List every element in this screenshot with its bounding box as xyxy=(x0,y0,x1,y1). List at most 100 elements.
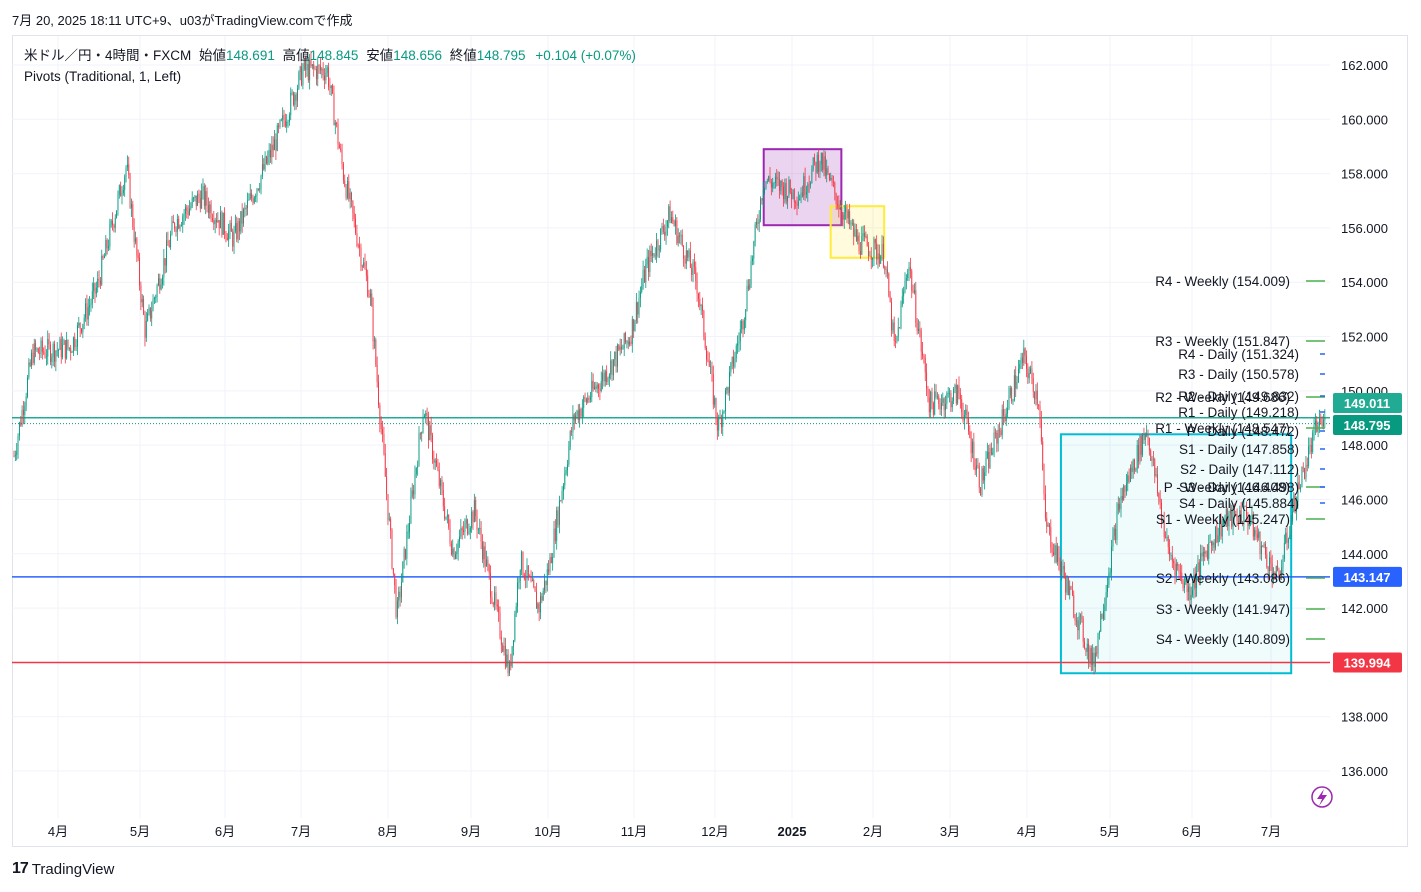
candle-body xyxy=(483,546,485,560)
candle-body xyxy=(675,220,676,226)
candle-body xyxy=(75,346,77,348)
candle-body xyxy=(267,156,269,164)
candle-body xyxy=(136,238,138,256)
chart-frame[interactable] xyxy=(12,35,1408,847)
candle-body xyxy=(649,250,651,273)
candle-body xyxy=(359,245,361,248)
brand[interactable]: 17 TradingView xyxy=(12,860,114,878)
candle-body xyxy=(1152,458,1154,460)
candle-body xyxy=(465,519,467,524)
pivot-daily-label: R1 - Daily (149.218) xyxy=(1178,405,1299,420)
candle-body xyxy=(240,211,242,232)
candle-body xyxy=(984,472,986,481)
x-tick-label: 2月 xyxy=(863,824,883,839)
candle-body xyxy=(333,93,335,126)
candle-body xyxy=(318,65,320,67)
candle-body xyxy=(770,181,772,188)
candle-body xyxy=(645,264,647,283)
candle-body xyxy=(934,391,936,415)
price-tag xyxy=(1333,566,1402,587)
candle-body xyxy=(872,257,874,260)
candle-body xyxy=(658,249,660,251)
candle-body xyxy=(638,298,640,315)
candle-body xyxy=(1186,579,1188,592)
candle-body xyxy=(1104,605,1106,612)
y-tick-label: 148.000 xyxy=(1341,438,1388,453)
candle-body xyxy=(695,267,697,281)
candle-body xyxy=(170,234,172,248)
candle-body xyxy=(905,278,907,281)
candle-body xyxy=(31,352,32,366)
flash-icon[interactable] xyxy=(1311,786,1333,808)
candle-body xyxy=(217,220,219,223)
candle-body xyxy=(824,156,826,176)
candle-body xyxy=(291,92,293,94)
candle-body xyxy=(1003,409,1004,417)
candle-body xyxy=(1224,519,1226,522)
x-tick-label: 8月 xyxy=(378,824,398,839)
candle-body xyxy=(625,333,626,343)
candle-body xyxy=(1182,581,1184,589)
candle-body xyxy=(841,207,842,215)
candle-body xyxy=(865,236,867,238)
candle-body xyxy=(1312,432,1314,453)
candle-body xyxy=(720,417,722,427)
candle-body xyxy=(834,182,836,194)
candle-body xyxy=(739,329,741,342)
candle-body xyxy=(1148,437,1150,451)
candle-body xyxy=(1220,520,1222,537)
candle-body xyxy=(762,189,764,201)
candle-body xyxy=(414,474,416,495)
change-value: +0.104 (+0.07%) xyxy=(535,48,636,63)
candle-body xyxy=(1197,562,1199,572)
candle-body xyxy=(569,431,571,447)
candle-body xyxy=(162,277,163,285)
indicator-label[interactable]: Pivots (Traditional, 1, Left) xyxy=(24,69,182,84)
candle-body xyxy=(164,258,166,266)
y-tick-label: 142.000 xyxy=(1341,601,1388,616)
candle-body xyxy=(554,528,556,541)
candle-body xyxy=(617,345,618,367)
candle-body xyxy=(282,114,284,120)
candle-body xyxy=(259,188,261,190)
candle-body xyxy=(815,161,817,173)
candle-body xyxy=(698,293,699,299)
candle-body xyxy=(874,239,876,244)
candle-body xyxy=(132,204,134,227)
candle-body xyxy=(1078,615,1080,631)
candle-body xyxy=(89,305,91,308)
candle-body xyxy=(1289,535,1291,540)
candle-body xyxy=(1236,515,1238,521)
candle-body xyxy=(230,222,232,232)
candle-body xyxy=(1300,487,1301,489)
candle-body xyxy=(1154,459,1156,476)
candle-body xyxy=(504,645,506,667)
candle-body xyxy=(540,596,541,613)
candle-body xyxy=(198,193,200,198)
candle-body xyxy=(664,231,666,236)
candle-body xyxy=(1198,562,1200,576)
candle-body xyxy=(402,561,404,583)
candle-body xyxy=(518,581,520,583)
candle-body xyxy=(148,307,150,314)
candle-body xyxy=(845,207,847,213)
candle-body xyxy=(1065,577,1067,593)
candle-body xyxy=(908,266,910,274)
candle-body xyxy=(920,330,922,352)
candle-body xyxy=(1026,355,1027,369)
candle-body xyxy=(1088,643,1090,663)
candle-body xyxy=(422,418,424,433)
candle-body xyxy=(183,213,185,217)
candle-body xyxy=(322,68,324,76)
candle-body xyxy=(1242,522,1243,525)
symbol-label[interactable]: 米ドル／円・4時間・FXCM xyxy=(24,48,192,63)
candle-body xyxy=(193,197,194,199)
candle-body xyxy=(922,351,923,356)
candle-body xyxy=(1228,513,1230,527)
candle-body xyxy=(495,592,497,605)
candle-body xyxy=(1020,357,1022,365)
candle-body xyxy=(1169,547,1171,556)
candle-body xyxy=(1188,586,1189,592)
candle-body xyxy=(147,313,149,321)
